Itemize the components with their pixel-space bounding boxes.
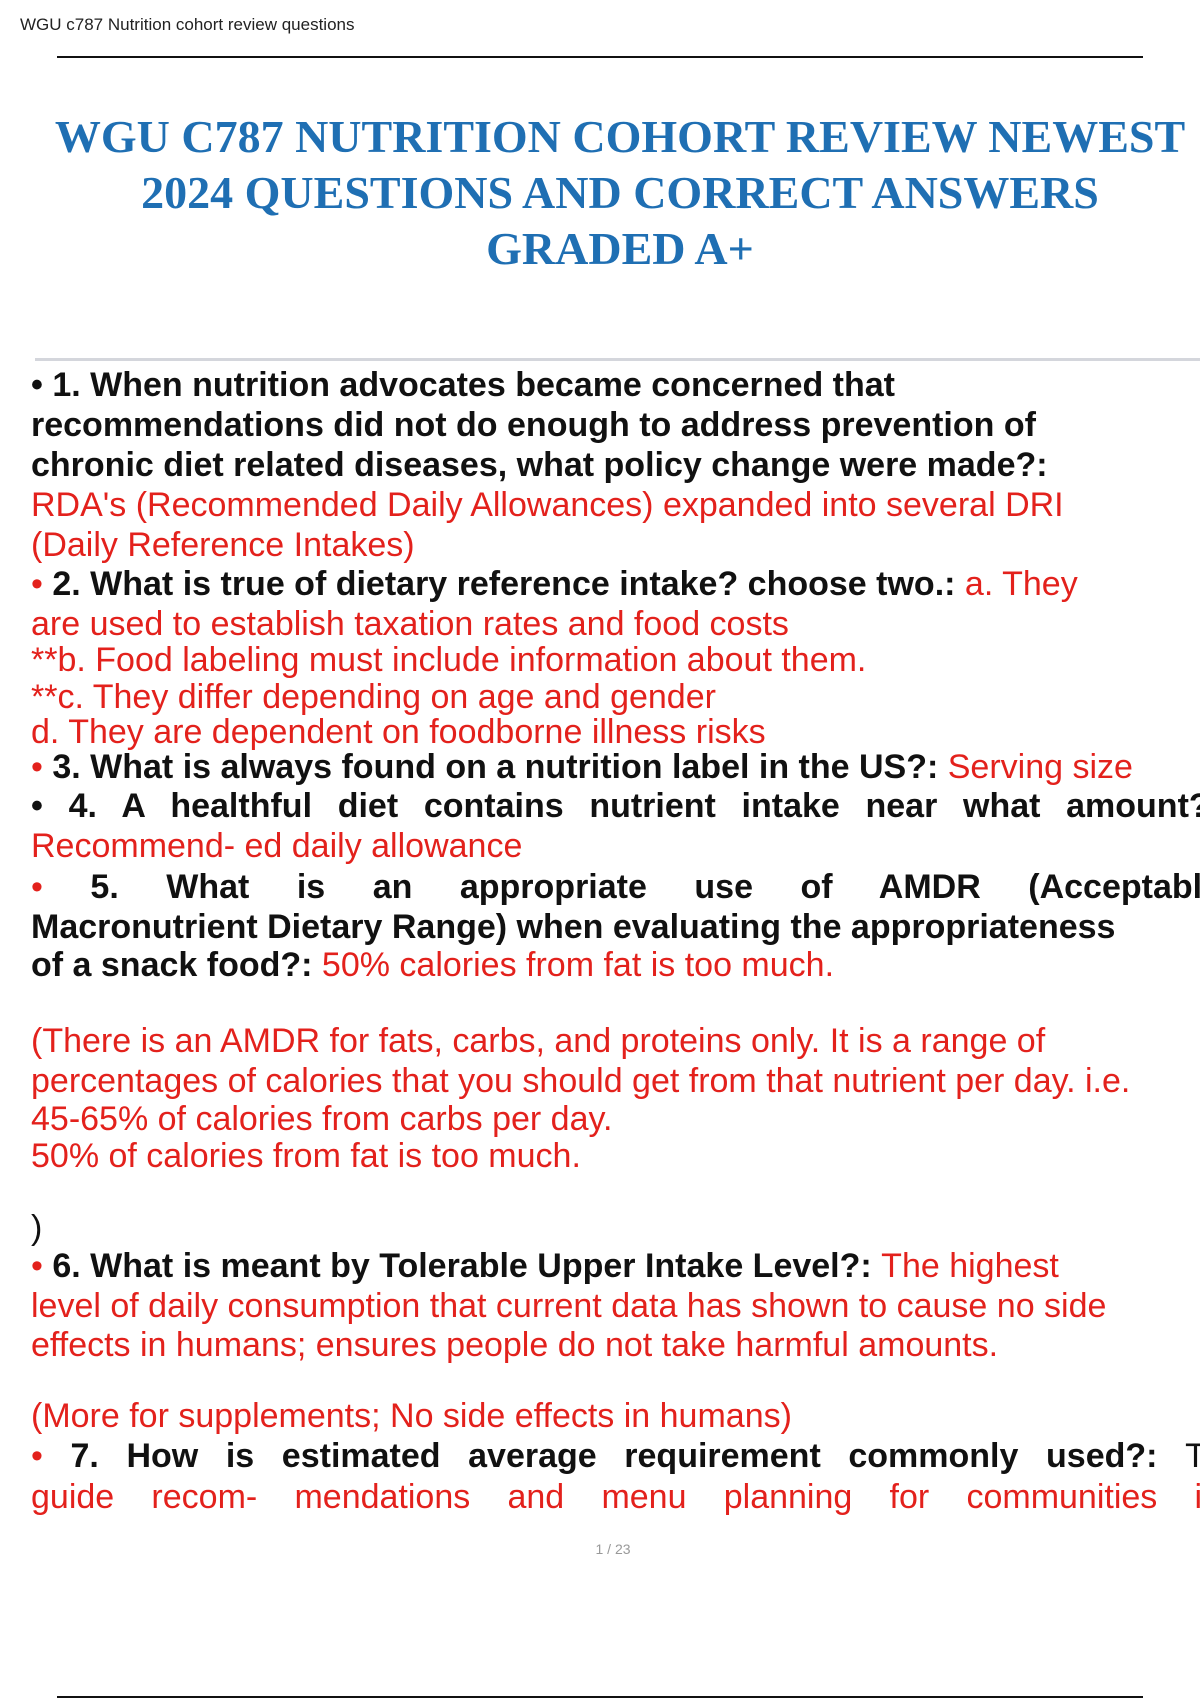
text-line: recommendations did not do enough to add… (31, 405, 1036, 445)
text-line: d. They are dependent on foodborne illne… (31, 712, 766, 752)
text-line: 45-65% of calories from carbs per day. (31, 1099, 612, 1139)
answer-text: guide recom- mendations and menu plannin… (31, 1478, 1200, 1516)
text-line: chronic diet related diseases, what poli… (31, 445, 1048, 485)
text-line: **b. Food labeling must include informat… (31, 640, 866, 680)
answer-text: effects in humans; ensures people do not… (31, 1326, 999, 1364)
text-line: level of daily consumption that current … (31, 1286, 1106, 1326)
answer-text: • (31, 1437, 71, 1475)
page-number: 1 / 23 (595, 1541, 631, 1557)
question-text: • (31, 366, 53, 404)
question-text: • 4. A healthful diet contains nutrient … (31, 787, 1200, 825)
question-text: 1. When nutrition advocates became conce… (52, 366, 895, 404)
text-line: **c. They differ depending on age and ge… (31, 677, 716, 717)
text-line: • 5. What is an appropriate use of AMDR … (31, 867, 1200, 907)
text-line: • 7. How is estimated average requiremen… (31, 1436, 1200, 1476)
text-line: of a snack food?: 50% calories from fat … (31, 945, 834, 985)
answer-text: Serving size (947, 748, 1133, 786)
text-line: Macronutrient Dietary Range) when evalua… (31, 907, 1115, 947)
text-line: • 2. What is true of dietary reference i… (31, 564, 1078, 604)
title-divider (35, 358, 1200, 361)
question-text: Macronutrient Dietary Range) when evalua… (31, 908, 1116, 946)
answer-text: 45-65% of calories from carbs per day. (31, 1100, 613, 1138)
text-line: • 3. What is always found on a nutrition… (31, 747, 1133, 787)
answer-text: (More for supplements; No side effects i… (31, 1397, 792, 1435)
answer-text: **b. Food labeling must include informat… (31, 641, 867, 679)
text-line: guide recom- mendations and menu plannin… (31, 1477, 1200, 1517)
answer-text: Recommend- ed daily allowance (31, 827, 523, 865)
text-line: Recommend- ed daily allowance (31, 826, 522, 866)
question-text: 5. What is an appropriate use of AMDR (A… (90, 868, 1200, 906)
answer-text: (Daily Reference Intakes) (31, 526, 415, 564)
answer-text: • (31, 565, 53, 603)
question-text: 3. What is always found on a nutrition l… (52, 748, 948, 786)
text-line: • 6. What is meant by Tolerable Upper In… (31, 1246, 1059, 1286)
answer-text: The highest (881, 1247, 1059, 1285)
document-title-line-2: 2024 QUESTIONS AND CORRECT ANSWERS (141, 167, 1099, 218)
answer-text: RDA's (Recommended Daily Allowances) exp… (31, 486, 1064, 524)
answer-text: **c. They differ depending on age and ge… (31, 678, 716, 716)
running-header: WGU c787 Nutrition cohort review questio… (20, 15, 355, 34)
text-line: are used to establish taxation rates and… (31, 604, 789, 644)
answer-text: d. They are dependent on foodborne illne… (31, 713, 766, 751)
text-line: (Daily Reference Intakes) (31, 525, 415, 565)
answer-text: (There is an AMDR for fats, carbs, and p… (31, 1022, 1046, 1060)
answer-text: a. They (964, 565, 1078, 603)
text-line: • 1. When nutrition advocates became con… (31, 365, 895, 405)
footer-divider (57, 1696, 1143, 1698)
question-text: of a snack food?: (31, 946, 322, 984)
text-line: • 4. A healthful diet contains nutrient … (31, 786, 1200, 826)
answer-text: 50% of calories from fat is too much. (31, 1137, 581, 1175)
plain-text: To (1185, 1437, 1200, 1475)
question-text: recommendations did not do enough to add… (31, 406, 1036, 444)
answer-text: • (31, 868, 91, 906)
answer-text: • (31, 748, 53, 786)
question-text: 2. What is true of dietary reference int… (52, 565, 965, 603)
text-line: 50% of calories from fat is too much. (31, 1136, 581, 1176)
answer-text: level of daily consumption that current … (31, 1287, 1107, 1325)
text-line: (More for supplements; No side effects i… (31, 1396, 792, 1436)
text-line: RDA's (Recommended Daily Allowances) exp… (31, 485, 1064, 525)
answer-text: • (31, 1247, 53, 1285)
answer-text: 50% calories from fat is too much. (321, 946, 835, 984)
question-text: chronic diet related diseases, what poli… (31, 446, 1048, 484)
answer-text: percentages of calories that you should … (31, 1062, 1131, 1100)
answer-text: are used to establish taxation rates and… (31, 605, 789, 643)
text-line: (There is an AMDR for fats, carbs, and p… (31, 1021, 1045, 1061)
document-title-line-3: GRADED A+ (486, 223, 754, 274)
question-text: 7. How is estimated average requirement … (70, 1437, 1186, 1475)
header-divider (57, 56, 1143, 58)
question-text: 6. What is meant by Tolerable Upper Inta… (52, 1247, 882, 1285)
text-line: effects in humans; ensures people do not… (31, 1325, 998, 1365)
text-line: ) (31, 1208, 42, 1248)
document-title-line-1: WGU C787 NUTRITION COHORT REVIEW NEWEST (54, 111, 1186, 162)
text-line: percentages of calories that you should … (31, 1061, 1130, 1101)
plain-text: ) (31, 1209, 43, 1247)
